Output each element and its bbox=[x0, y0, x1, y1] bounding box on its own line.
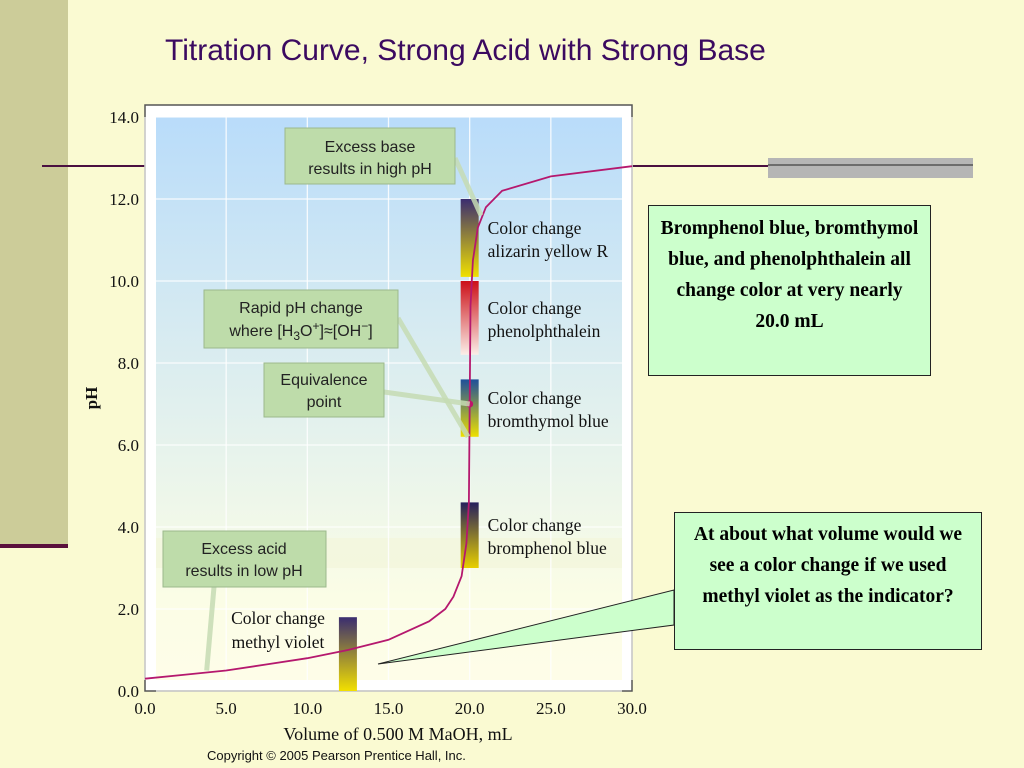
indicator-label-line2: bromthymol blue bbox=[488, 411, 609, 431]
x-tick-label: 5.0 bbox=[216, 699, 237, 718]
x-tick-label: 15.0 bbox=[374, 699, 404, 718]
y-tick-label: 6.0 bbox=[118, 436, 139, 455]
callout-rapid-ph-rest: ]≈[OH bbox=[320, 323, 362, 340]
y-axis-label: pH bbox=[82, 387, 101, 410]
callout-connector bbox=[383, 389, 471, 407]
indicator-label-line2: phenolphthalein bbox=[488, 321, 601, 341]
left-decor-rule bbox=[0, 544, 68, 548]
x-axis-label: Volume of 0.500 M MaOH, mL bbox=[283, 724, 512, 744]
callout-rapid-ph-sup2: − bbox=[361, 319, 368, 333]
callout-excess-base-line2: results in high pH bbox=[308, 161, 432, 178]
decor-grey-bar bbox=[768, 158, 973, 178]
y-tick-label: 0.0 bbox=[118, 682, 139, 701]
y-tick-label: 2.0 bbox=[118, 600, 139, 619]
indicator-label-line1: Color change bbox=[488, 515, 582, 535]
indicator-label-line2: bromphenol blue bbox=[488, 538, 607, 558]
callout-equivalence-line1: Equivalence bbox=[280, 372, 367, 389]
indicator-label-line1: Color change bbox=[488, 298, 582, 318]
callout-excess-acid bbox=[162, 530, 327, 588]
indicator-label-line2: alizarin yellow R bbox=[488, 241, 609, 261]
y-tick-label: 8.0 bbox=[118, 354, 139, 373]
x-tick-label: 10.0 bbox=[292, 699, 322, 718]
copyright: Copyright © 2005 Pearson Prentice Hall, … bbox=[207, 748, 466, 763]
indicator-label-line2: methyl violet bbox=[232, 632, 325, 652]
callout-rapid-ph-mid: O bbox=[300, 323, 312, 340]
x-tick-label: 30.0 bbox=[617, 699, 647, 718]
callout-rapid-ph-line2: where [H3O+]≈[OH−] bbox=[228, 319, 372, 343]
x-tick-label: 25.0 bbox=[536, 699, 566, 718]
indicator-label-line1: Color change bbox=[488, 388, 582, 408]
indicator-band bbox=[338, 617, 357, 691]
callout-rapid-ph bbox=[203, 289, 399, 349]
callout-connector bbox=[395, 316, 471, 439]
y-tick-label: 12.0 bbox=[109, 190, 139, 209]
callout-rapid-ph-sup: + bbox=[313, 319, 320, 333]
y-tick-label: 4.0 bbox=[118, 518, 139, 537]
y-tick-label: 14.0 bbox=[109, 108, 139, 127]
y-tick-label: 10.0 bbox=[109, 272, 139, 291]
indicator-label-line1: Color change bbox=[488, 218, 582, 238]
callout-equivalence bbox=[263, 362, 385, 418]
x-tick-label: 0.0 bbox=[134, 699, 155, 718]
callout-excess-acid-line1: Excess acid bbox=[201, 541, 286, 558]
callout-excess-base-line1: Excess base bbox=[325, 139, 416, 156]
indicator-label-line1: Color change bbox=[231, 608, 325, 628]
callout-rapid-ph-sub: 3 bbox=[293, 329, 300, 343]
left-decor-band bbox=[0, 0, 68, 546]
note-question: At about what volume would we see a colo… bbox=[674, 512, 982, 650]
callout-rapid-ph-line1: Rapid pH change bbox=[239, 300, 363, 317]
callout-connector bbox=[204, 586, 217, 671]
callout-rapid-ph-end: ] bbox=[368, 323, 372, 340]
callout-equivalence-line2: point bbox=[307, 394, 342, 411]
note-indicators: Bromphenol blue, bromthymol blue, and ph… bbox=[648, 205, 931, 376]
callout-connector bbox=[452, 156, 484, 217]
x-tick-label: 20.0 bbox=[455, 699, 485, 718]
callout-excess-base bbox=[284, 127, 456, 185]
callout-rapid-ph-part1: where [H bbox=[228, 323, 293, 340]
slide-title: Titration Curve, Strong Acid with Strong… bbox=[165, 34, 766, 67]
titration-curve bbox=[144, 165, 633, 680]
callout-excess-acid-line2: results in low pH bbox=[185, 563, 302, 580]
